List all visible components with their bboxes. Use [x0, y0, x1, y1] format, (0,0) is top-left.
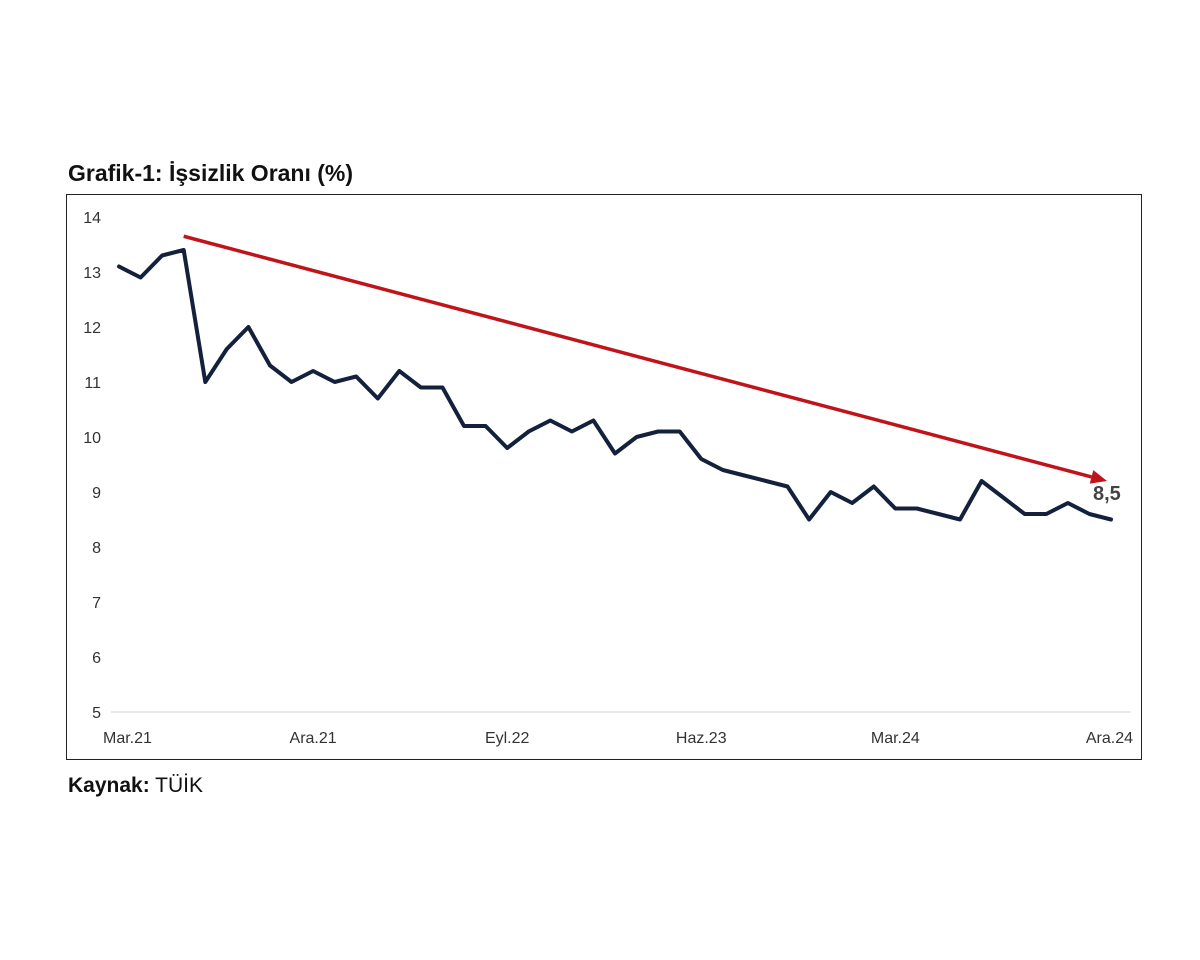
- x-tick-label: Ara.24: [1086, 730, 1133, 747]
- y-tick-label: 8: [92, 540, 101, 557]
- series-line: [117, 248, 1113, 522]
- y-tick-label: 6: [92, 650, 101, 667]
- x-tick-label: Mar.21: [103, 730, 152, 747]
- y-tick-label: 9: [92, 485, 101, 502]
- x-tick-label: Mar.24: [871, 730, 920, 747]
- source-value: TÜİK: [155, 774, 204, 797]
- y-tick-label: 13: [83, 265, 101, 282]
- y-tick-label: 5: [92, 705, 101, 722]
- chart-title: Grafik-1: İşsizlik Oranı (%): [68, 160, 354, 186]
- source-note: Kaynak: TÜİK: [68, 774, 203, 798]
- x-tick-label: Ara.21: [290, 730, 337, 747]
- y-tick-label: 7: [92, 595, 101, 612]
- end-value-label: 8,5: [1093, 483, 1121, 505]
- y-tick-label: 12: [83, 320, 101, 337]
- line-chart: 5 6 7 8 9 10 11 12 13 14 Mar.21 Ara.21 Eyl.22 Haz.23 M…: [83, 210, 1133, 747]
- trend-arrow-line: [183, 234, 1092, 479]
- source-label: Kaynak:: [68, 774, 150, 797]
- x-tick-label: Haz.23: [676, 730, 727, 747]
- trend-arrow-head: [1089, 470, 1107, 484]
- y-tick-label: 10: [83, 430, 101, 447]
- y-tick-label: 14: [83, 210, 101, 227]
- y-tick-label: 11: [84, 375, 101, 392]
- x-tick-label: Eyl.22: [485, 730, 530, 747]
- chart-frame: 5 6 7 8 9 10 11 12 13 14 Mar.21 Ara.21 Eyl.22 Haz.23 M…: [66, 194, 1142, 760]
